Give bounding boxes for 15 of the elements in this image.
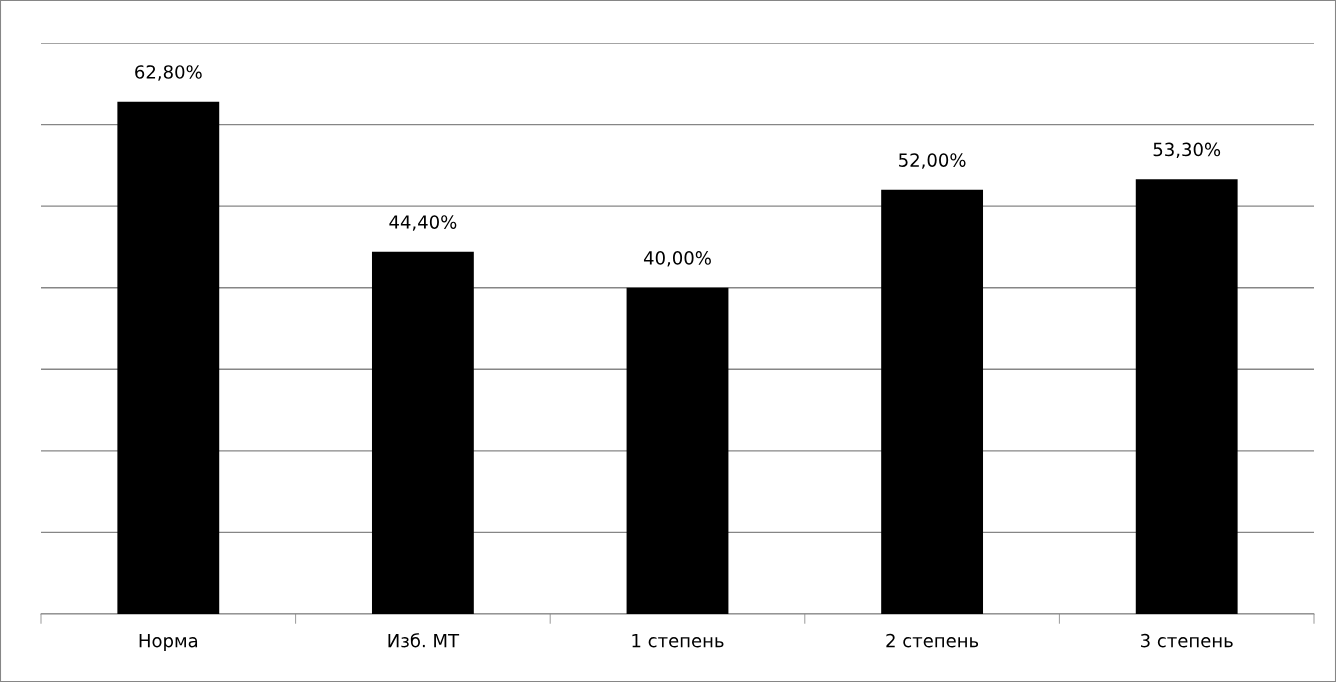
bar — [626, 287, 729, 614]
bar — [371, 251, 474, 614]
bar — [881, 189, 984, 614]
data-label: 52,00% — [899, 153, 966, 169]
data-label: 62,80% — [135, 65, 202, 81]
data-label: 53,30% — [1153, 142, 1221, 159]
data-label: 44,40% — [389, 215, 457, 231]
x-tick-label: 3 степень — [1141, 633, 1233, 648]
bar — [1135, 179, 1238, 614]
x-tick-label: Норма — [139, 634, 198, 651]
x-tick-label: 2 степень — [886, 633, 979, 648]
bar — [117, 101, 220, 614]
x-tick-label: Изб. МТ — [388, 633, 460, 648]
x-tick-label: 1 степень — [632, 634, 724, 648]
data-label: 40,00% — [643, 251, 711, 267]
